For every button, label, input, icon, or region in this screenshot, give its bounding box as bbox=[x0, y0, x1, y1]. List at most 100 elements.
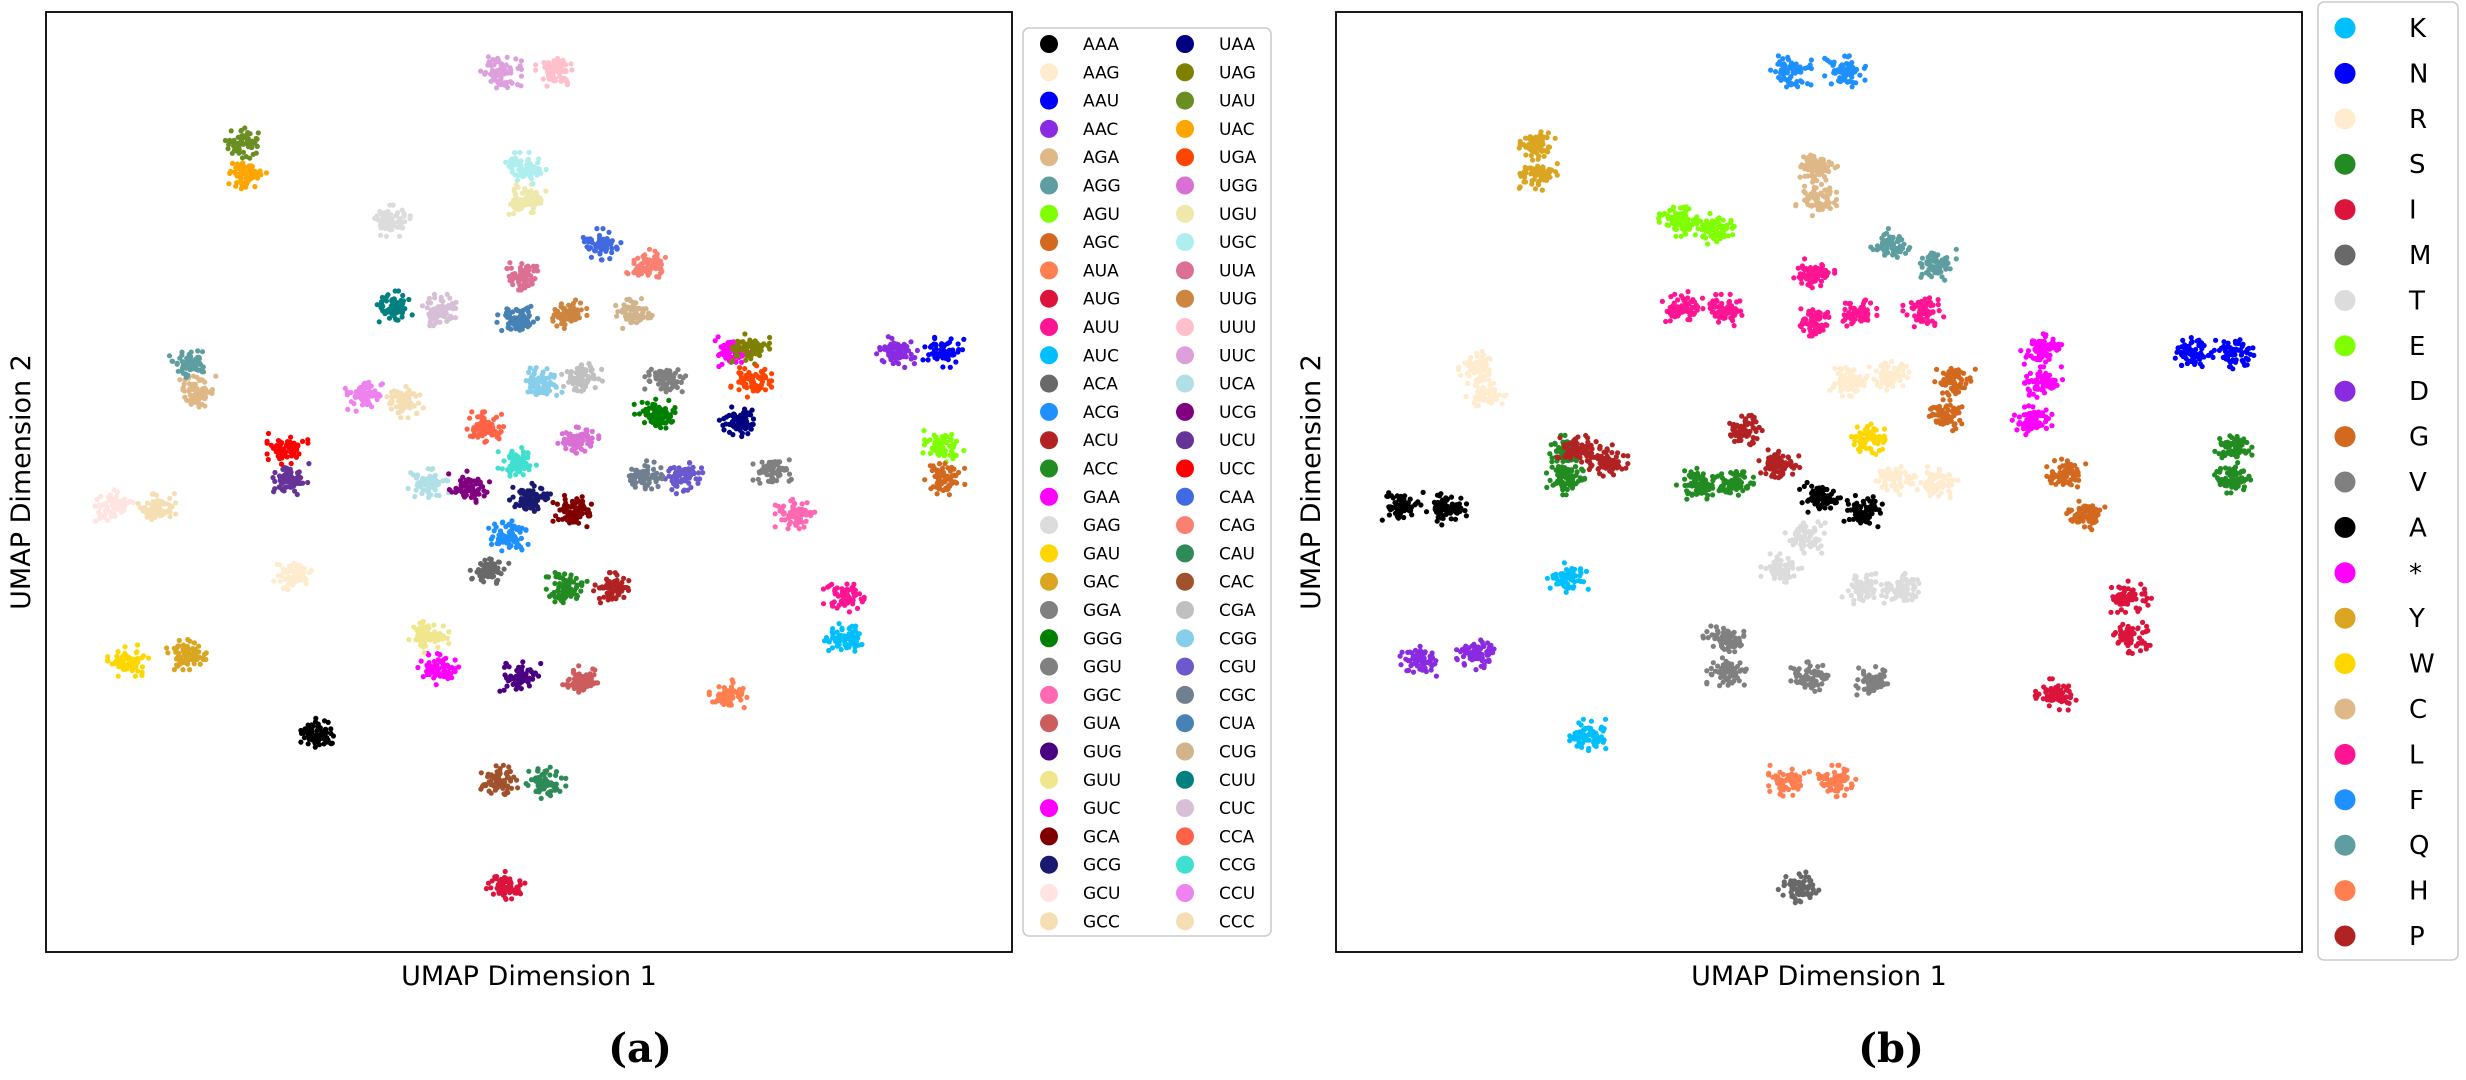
point-aaa bbox=[305, 741, 311, 747]
point-auc bbox=[834, 643, 840, 649]
point-agg bbox=[191, 362, 197, 368]
point-ggu bbox=[658, 372, 664, 379]
legend-marker-gaa bbox=[1040, 487, 1058, 506]
point-gag bbox=[378, 232, 384, 238]
point-gga bbox=[768, 462, 774, 469]
point-cug bbox=[613, 302, 619, 309]
point-k bbox=[1568, 736, 1574, 742]
point-cac bbox=[508, 785, 515, 791]
legend-item-uag: UAG bbox=[1176, 63, 1256, 83]
umap-plot-amino-acids: UMAP Dimension 1 UMAP Dimension 2 (b) KN… bbox=[1300, 1, 2459, 1072]
point-aag bbox=[294, 570, 300, 576]
point-gca bbox=[569, 498, 576, 504]
cluster-cua-1 bbox=[494, 303, 541, 334]
point-gaa bbox=[437, 673, 443, 679]
legend-marker-uag bbox=[1176, 63, 1194, 82]
point-ccu bbox=[351, 401, 357, 407]
point-ccc bbox=[414, 410, 420, 416]
legend-marker-acg bbox=[1040, 402, 1058, 421]
point-acg bbox=[523, 527, 529, 533]
point-ucc bbox=[279, 447, 285, 453]
point-cua bbox=[530, 319, 537, 325]
point-gcc bbox=[173, 500, 179, 506]
point-agg bbox=[188, 349, 194, 355]
point-uuu bbox=[533, 67, 539, 73]
point-cuc bbox=[437, 319, 443, 325]
point-ucu bbox=[272, 469, 278, 476]
point-aca bbox=[474, 569, 480, 575]
point-uuu bbox=[544, 69, 551, 75]
point-cgu bbox=[673, 469, 679, 475]
point-uau bbox=[235, 140, 241, 146]
point-auu bbox=[842, 593, 848, 599]
point-cag bbox=[654, 255, 660, 261]
point-ccu bbox=[378, 382, 384, 388]
cluster-n-1 bbox=[2172, 335, 2214, 370]
point-uuu bbox=[558, 78, 564, 84]
point-aug bbox=[496, 889, 502, 895]
point-agu bbox=[941, 453, 948, 459]
point-uau bbox=[251, 140, 257, 146]
point-agg bbox=[199, 349, 206, 355]
point-cuu bbox=[386, 315, 393, 321]
point-auu bbox=[850, 597, 856, 603]
point-ccc bbox=[395, 398, 401, 404]
point-uac bbox=[263, 170, 269, 176]
legend-label-gua: GUA bbox=[1083, 714, 1121, 734]
point-cca bbox=[500, 424, 507, 430]
point-cag bbox=[651, 261, 657, 267]
point-cga bbox=[578, 362, 585, 368]
point-cuc bbox=[452, 315, 459, 321]
point-uua bbox=[507, 278, 513, 284]
point-uga bbox=[737, 371, 744, 377]
point-gau bbox=[116, 664, 122, 670]
point-caa bbox=[580, 234, 586, 241]
point-ucg bbox=[464, 468, 470, 474]
legend-item-gug: GUG bbox=[1040, 742, 1122, 763]
point-ugc bbox=[503, 159, 509, 165]
point-uac bbox=[249, 174, 255, 180]
point-agc bbox=[944, 474, 950, 480]
point-ccc bbox=[416, 400, 422, 406]
point-gga bbox=[788, 476, 794, 482]
point-cuc bbox=[426, 311, 432, 317]
point-uuu bbox=[546, 63, 553, 69]
point-gac bbox=[196, 643, 202, 649]
point-uug bbox=[569, 311, 576, 317]
point-cuu bbox=[386, 307, 392, 313]
cluster-gca-1 bbox=[550, 492, 595, 530]
point-cau bbox=[538, 795, 544, 802]
point-ugu bbox=[529, 193, 535, 200]
point-cgc bbox=[655, 483, 661, 490]
legend-label-gga: GGA bbox=[1083, 601, 1121, 621]
point-cga bbox=[579, 378, 585, 384]
point-k bbox=[1571, 584, 1577, 590]
point-cgu bbox=[669, 487, 675, 493]
point-aga bbox=[180, 385, 186, 391]
point-ccg bbox=[501, 458, 507, 464]
point-gga bbox=[764, 463, 770, 469]
point-cuc bbox=[432, 295, 438, 301]
point-cua bbox=[524, 318, 531, 324]
point-ucu bbox=[294, 476, 300, 482]
point-aua bbox=[716, 684, 722, 690]
point-ugg bbox=[563, 446, 569, 452]
point-ggc bbox=[795, 520, 801, 526]
cluster-ccg-1 bbox=[495, 445, 540, 479]
point-gga bbox=[770, 475, 776, 481]
legend-item-acg: ACG bbox=[1040, 402, 1119, 423]
legend-marker-aca bbox=[1040, 374, 1058, 393]
point-gga bbox=[765, 478, 772, 484]
point-uac bbox=[254, 175, 261, 181]
point-uga bbox=[746, 369, 752, 376]
point-gaa bbox=[440, 664, 446, 670]
point-cau bbox=[563, 775, 569, 782]
point-ccc bbox=[388, 406, 394, 412]
point-agu bbox=[952, 452, 958, 458]
point-aaa bbox=[307, 723, 313, 729]
point-acg bbox=[506, 544, 512, 551]
point-acc bbox=[578, 588, 584, 594]
point-ugc bbox=[509, 156, 515, 162]
point-gcu bbox=[111, 510, 117, 516]
point-gua bbox=[570, 680, 576, 686]
